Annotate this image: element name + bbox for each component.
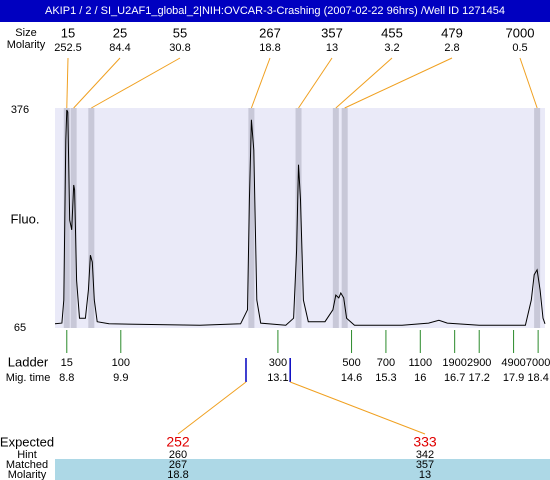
ladder-size: 15 <box>61 357 73 369</box>
peak-molarity: 84.4 <box>109 42 130 54</box>
expected-leader <box>290 381 426 435</box>
ladder-size: 100 <box>112 357 130 369</box>
ladder-time: 17.9 <box>503 372 524 384</box>
peak-band <box>248 108 255 328</box>
title: AKIP1 / 2 / SI_U2AF1_global_2|NIH:OVCAR-… <box>45 5 505 17</box>
expected-leader <box>177 381 247 435</box>
molarity-row-label: Molarity <box>7 39 46 51</box>
ladder-time: 8.8 <box>59 372 74 384</box>
peak-band <box>63 108 70 328</box>
expected-size: 252 <box>166 434 190 450</box>
ladder-size: 2900 <box>467 357 491 369</box>
molarity-value: 18.8 <box>167 469 188 480</box>
ladder-time: 13.1 <box>267 372 288 384</box>
peak-band <box>295 108 302 328</box>
peak-size: 55 <box>173 25 187 40</box>
peak-size: 267 <box>259 25 281 40</box>
peak-band <box>88 108 95 328</box>
ladder-size: 700 <box>377 357 395 369</box>
peak-leader <box>335 57 393 109</box>
ladder-label: Ladder <box>8 354 49 369</box>
expected-size: 333 <box>413 434 437 450</box>
ladder-time: 9.9 <box>113 372 128 384</box>
peak-size: 7000 <box>506 25 535 40</box>
size-row-label: Size <box>15 27 36 39</box>
y-tick-label: 376 <box>11 104 29 116</box>
peak-molarity: 2.8 <box>444 42 459 54</box>
expected-label: Expected <box>0 434 54 449</box>
ladder-time: 15.3 <box>375 372 396 384</box>
peak-leader <box>66 57 69 109</box>
hint-value: 260 <box>169 449 187 461</box>
peak-size: 25 <box>113 25 127 40</box>
ladder-time: 14.6 <box>341 372 362 384</box>
molarity-value: 13 <box>419 469 431 480</box>
y-axis-label: Fluo. <box>11 211 40 226</box>
peak-size: 357 <box>321 25 343 40</box>
time-label: Mig. time <box>6 372 51 384</box>
ladder-time: 18.4 <box>527 372 548 384</box>
y-tick-label: 65 <box>14 322 26 334</box>
molarity-label: Molarity <box>8 469 47 480</box>
ladder-size: 4900 <box>501 357 525 369</box>
peak-leader <box>519 57 538 109</box>
ladder-size: 300 <box>269 357 287 369</box>
ladder-size: 1100 <box>408 357 432 369</box>
matched-label: Matched <box>6 459 48 471</box>
ladder-size: 1900 <box>442 357 466 369</box>
matched-value: 357 <box>416 459 434 471</box>
peak-molarity: 13 <box>326 42 338 54</box>
ladder-time: 17.2 <box>468 372 489 384</box>
peak-band <box>341 108 348 328</box>
peak-molarity: 0.5 <box>512 42 527 54</box>
peak-leader <box>298 57 333 109</box>
hint-value: 342 <box>416 449 434 461</box>
trace <box>54 109 546 326</box>
peak-molarity: 18.8 <box>259 42 280 54</box>
peak-molarity: 30.8 <box>169 42 190 54</box>
peak-leader <box>344 57 453 109</box>
peak-molarity: 3.2 <box>384 42 399 54</box>
peak-molarity: 252.5 <box>54 42 82 54</box>
ladder-size: 7000 <box>526 357 550 369</box>
title-bar <box>0 0 550 22</box>
matched-value: 267 <box>169 459 187 471</box>
ladder-time: 16 <box>414 372 426 384</box>
matched-band <box>55 459 550 480</box>
peak-leader <box>91 57 181 109</box>
peak-band <box>332 108 339 328</box>
peak-band <box>70 108 77 328</box>
peak-leader <box>250 57 271 109</box>
peak-size: 455 <box>381 25 403 40</box>
hint-label: Hint <box>17 449 37 461</box>
peak-size: 479 <box>441 25 463 40</box>
ladder-size: 500 <box>342 357 360 369</box>
ladder-time: 16.7 <box>444 372 465 384</box>
peak-size: 15 <box>61 25 75 40</box>
peak-band <box>534 108 541 328</box>
peak-leader <box>73 57 121 109</box>
